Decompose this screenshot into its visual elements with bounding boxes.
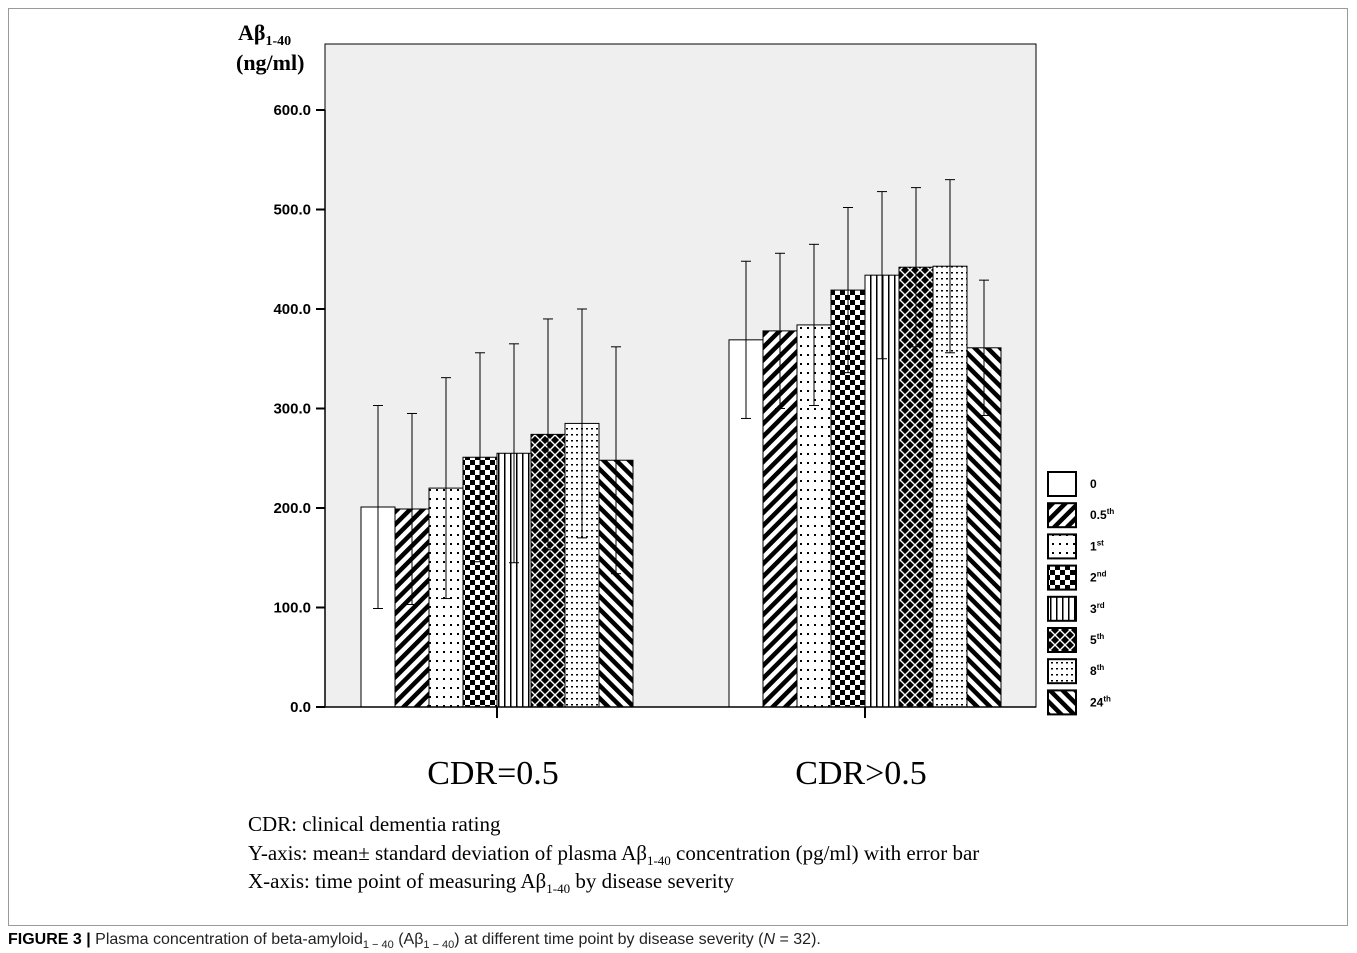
caption-label: FIGURE 3 | xyxy=(8,931,91,948)
caption-text-b: (Aβ xyxy=(393,931,424,948)
y-tick-label: 400.0 xyxy=(273,301,311,318)
y-tick-label: 100.0 xyxy=(273,600,311,617)
legend-swatch xyxy=(1047,595,1077,622)
y-tick-label: 600.0 xyxy=(273,102,311,119)
note-line-2-post: concentration (pg/ml) with error bar xyxy=(670,841,980,865)
x-category-label: CDR>0.5 xyxy=(795,755,927,792)
y-tick-label: 500.0 xyxy=(273,202,311,219)
caption-text-d: = 32). xyxy=(775,931,821,948)
error-bars-layer xyxy=(373,179,989,609)
x-category-label: CDR=0.5 xyxy=(427,755,559,792)
caption-sub-a: 1 − 40 xyxy=(362,939,394,952)
y-axis-subscript: 1-40 xyxy=(265,34,291,49)
legend-label: 5th xyxy=(1090,632,1104,647)
x-axis-categories: CDR=0.5 CDR>0.5 xyxy=(427,707,927,792)
note-line-3-pre: X-axis: time point of measuring Aβ xyxy=(248,869,547,893)
legend-swatch xyxy=(1047,658,1077,685)
note-line-3: X-axis: time point of measuring Aβ1-40 b… xyxy=(248,869,734,897)
legend-label: 0.5th xyxy=(1090,507,1114,522)
y-axis-unit: (ng/ml) xyxy=(236,50,304,75)
note-line-1: CDR: clinical dementia rating xyxy=(248,812,501,836)
legend-swatch xyxy=(1047,689,1077,716)
caption-n-label: N xyxy=(763,931,776,948)
legend-label: 0 xyxy=(1090,477,1097,491)
legend-label: 24th xyxy=(1090,694,1111,709)
note-line-2: Y-axis: mean± standard deviation of plas… xyxy=(248,841,979,869)
caption-text-c: ) at different time point by disease sev… xyxy=(454,931,764,948)
y-tick-label: 300.0 xyxy=(273,401,311,418)
legend-swatch xyxy=(1047,627,1077,653)
figure-caption: FIGURE 3 | Plasma concentration of beta-… xyxy=(8,931,821,951)
y-axis-unit-symbol: Aβ1-40 xyxy=(238,20,291,49)
legend-label: 3rd xyxy=(1090,601,1105,616)
y-tick-label: 0.0 xyxy=(290,699,311,716)
y-tick-label: 200.0 xyxy=(273,500,311,517)
caption-text-a: Plasma concentration of beta-amyloid xyxy=(90,931,363,948)
y-axis-symbol: Aβ xyxy=(238,20,265,45)
note-line-2-pre: Y-axis: mean± standard deviation of plas… xyxy=(248,841,647,865)
legend-label: 2nd xyxy=(1090,570,1107,585)
note-line-3-sub: 1-40 xyxy=(546,881,571,897)
legend-swatch xyxy=(1047,471,1077,497)
legend-swatch xyxy=(1047,502,1077,529)
legend-swatch xyxy=(1047,533,1077,560)
legend: 0 0.5th 1st 2nd 3rd 5th 8th 24th xyxy=(1047,471,1114,716)
y-axis: 0.0 100.0 200.0 300.0 400.0 500.0 600.0 xyxy=(273,102,1036,716)
legend-label: 8th xyxy=(1090,663,1104,678)
bar-chart: 0.0 100.0 200.0 300.0 400.0 500.0 600.0 CDR=0.… xyxy=(236,20,1114,792)
figure-frame xyxy=(8,8,1348,926)
legend-label: 1st xyxy=(1090,538,1104,553)
caption-sub-b: 1 − 40 xyxy=(423,939,455,952)
note-line-2-sub: 1-40 xyxy=(646,853,671,869)
legend-swatch xyxy=(1047,564,1077,591)
note-line-3-post: by disease severity xyxy=(570,869,734,893)
